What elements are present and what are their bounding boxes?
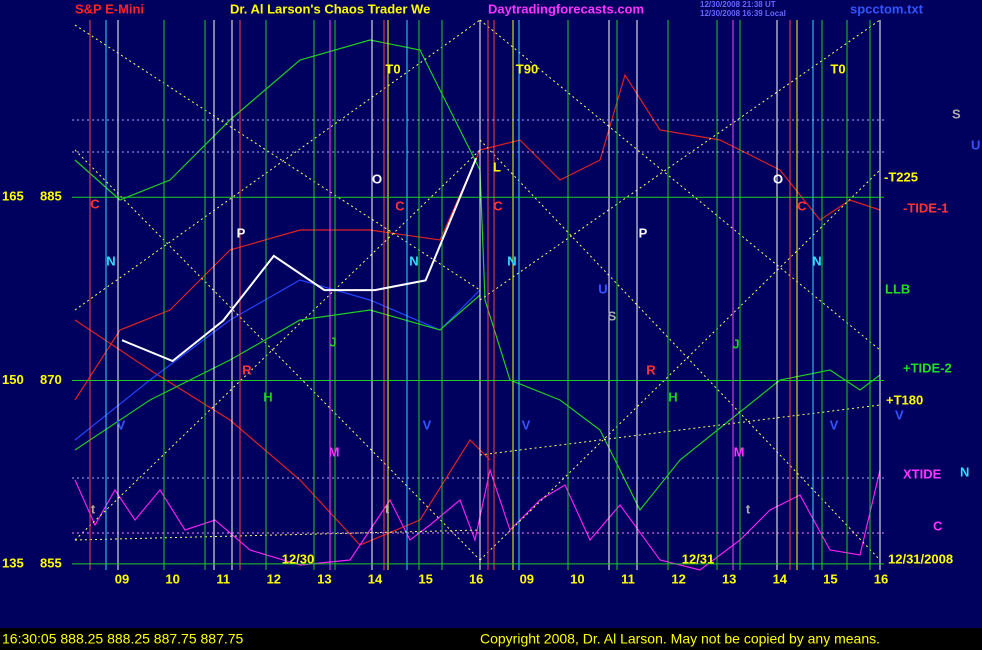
x-tick-label: 13 xyxy=(722,571,736,586)
annotation: C xyxy=(395,198,405,213)
y2-tick-label: 165 xyxy=(2,189,24,204)
curve-green xyxy=(74,39,881,512)
status-bar xyxy=(0,628,982,650)
annotation: t xyxy=(385,501,390,516)
line-label: +TIDE-2 xyxy=(903,360,952,375)
line-label: XTIDE xyxy=(903,466,942,481)
copyright: Copyright 2008, Dr. Al Larson. May not b… xyxy=(480,631,880,647)
stamp-local: 12/30/2008 16:39 Local xyxy=(700,9,786,18)
annotation: S xyxy=(608,308,617,323)
line-label: V xyxy=(895,407,904,422)
annotation: P xyxy=(237,225,246,240)
line-label: -T225 xyxy=(884,169,918,184)
y2-tick-label: 135 xyxy=(2,555,24,570)
x-tick-label: 15 xyxy=(418,571,432,586)
quote: 16:30:05 888.25 888.25 887.75 887.75 xyxy=(2,631,244,647)
date-label: 12/30 xyxy=(282,551,315,566)
line-label: U xyxy=(971,137,980,152)
line-label: C xyxy=(933,518,943,533)
annotation: V xyxy=(830,417,839,432)
annotation: M xyxy=(734,444,745,459)
x-tick-label: 11 xyxy=(621,571,635,586)
y-tick-label: 885 xyxy=(40,189,62,204)
date-label: 12/31/2008 xyxy=(888,551,953,566)
line-label: S xyxy=(952,106,961,121)
annotation: J xyxy=(732,336,739,351)
site: Daytradingforecasts.com xyxy=(488,1,644,16)
annotation: t xyxy=(91,501,96,516)
annotation: M xyxy=(329,444,340,459)
annotation: T0 xyxy=(385,61,400,76)
annotation: L xyxy=(493,159,501,174)
cycle-line xyxy=(479,19,881,351)
line-label: N xyxy=(960,464,969,479)
cycle-line xyxy=(74,24,481,291)
cycle-line xyxy=(74,149,481,541)
annotation: N xyxy=(812,253,821,268)
annotation: V xyxy=(522,417,531,432)
x-tick-label: 16 xyxy=(469,571,483,586)
y-tick-label: 870 xyxy=(40,372,62,387)
curve-red xyxy=(74,73,881,401)
annotation: P xyxy=(639,225,648,240)
x-tick-label: 09 xyxy=(115,571,129,586)
x-tick-label: 09 xyxy=(520,571,534,586)
annotation: T0 xyxy=(830,61,845,76)
annotation: C xyxy=(797,198,807,213)
annotation: R xyxy=(646,362,656,377)
x-tick-label: 10 xyxy=(570,571,584,586)
annotation: C xyxy=(90,196,100,211)
annotation: N xyxy=(507,253,516,268)
annotation: C xyxy=(493,198,503,213)
cycle-line xyxy=(74,19,481,311)
annotation: V xyxy=(423,417,432,432)
price-line xyxy=(121,157,478,363)
file: spcctom.txt xyxy=(850,1,924,16)
x-tick-label: 16 xyxy=(874,571,888,586)
x-tick-label: 12 xyxy=(267,571,281,586)
x-tick-label: 10 xyxy=(165,571,179,586)
line-label: LLB xyxy=(885,281,910,296)
x-tick-label: 15 xyxy=(823,571,837,586)
x-tick-label: 11 xyxy=(216,571,230,586)
title: Dr. Al Larson's Chaos Trader We xyxy=(230,1,430,16)
annotation: N xyxy=(106,253,115,268)
x-tick-label: 14 xyxy=(368,571,383,586)
annotation: T90 xyxy=(516,61,538,76)
annotation: N xyxy=(409,253,418,268)
annotation: O xyxy=(372,171,382,186)
x-tick-label: 13 xyxy=(317,571,331,586)
annotation: H xyxy=(263,389,272,404)
annotation: V xyxy=(117,417,126,432)
cycle-line xyxy=(479,139,881,561)
y-tick-label: 855 xyxy=(40,555,62,570)
x-tick-label: 12 xyxy=(671,571,685,586)
symbol: S&P E-Mini xyxy=(75,1,144,16)
date-label: 12/31 xyxy=(682,551,715,566)
cycle-line xyxy=(74,149,481,561)
line-label: +T180 xyxy=(886,392,923,407)
annotation: t xyxy=(746,501,751,516)
annotation: U xyxy=(598,281,607,296)
line-label: -TIDE-1 xyxy=(903,200,949,215)
y2-tick-label: 150 xyxy=(2,372,24,387)
annotation: R xyxy=(242,362,252,377)
annotation: O xyxy=(773,171,783,186)
annotation: H xyxy=(668,389,677,404)
stamp-ut: 12/30/2008 21:38 UT xyxy=(700,0,776,9)
annotation: J xyxy=(329,334,336,349)
x-tick-label: 14 xyxy=(773,571,788,586)
curve-green-2 xyxy=(74,294,481,451)
curve-magenta xyxy=(74,467,881,571)
